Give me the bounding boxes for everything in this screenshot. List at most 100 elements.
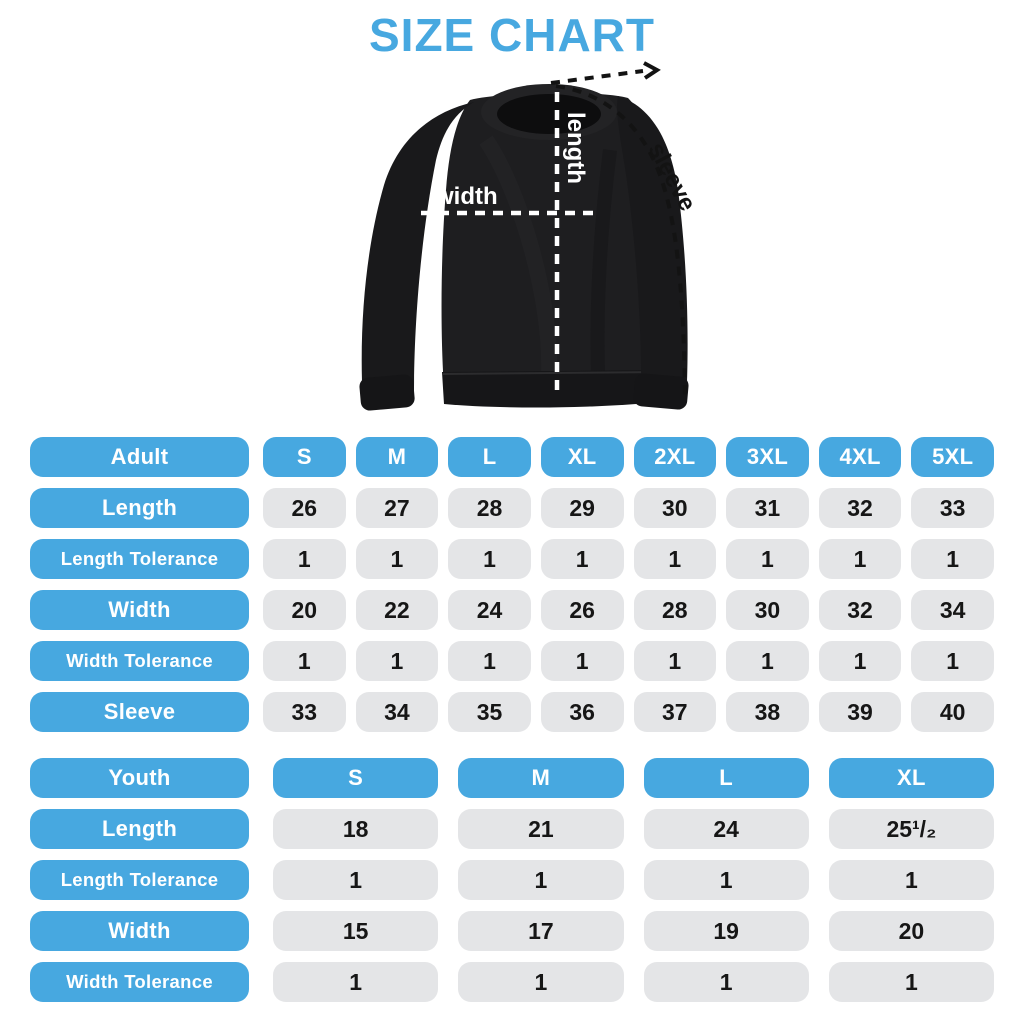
value-cell: 35 — [448, 692, 531, 732]
row-label-cell: Length Tolerance — [30, 860, 249, 900]
table-row: Width Tolerance 1 1 1 1 — [30, 962, 994, 1002]
page-title: SIZE CHART — [369, 9, 655, 61]
value-cell: 1 — [263, 641, 346, 681]
value-cell: 1 — [355, 641, 439, 681]
value-cell: 34 — [911, 590, 994, 630]
youth-size-table: Youth S M L XL Length 18 21 24 25¹/₂ Length Tolera… — [30, 758, 994, 1013]
value-cell: 39 — [818, 692, 902, 732]
row-label-cell: Length — [30, 488, 249, 528]
row-label-cell: Length — [30, 809, 249, 849]
value-cell: 1 — [633, 641, 717, 681]
value-cell: 33 — [911, 488, 994, 528]
size-header-cell: L — [448, 437, 531, 477]
value-cell: 32 — [818, 488, 902, 528]
value-cell: 1 — [633, 539, 717, 579]
value-cell: 32 — [818, 590, 902, 630]
value-cell: 1 — [828, 962, 994, 1002]
value-cell: 1 — [263, 539, 346, 579]
table-title-cell: Adult — [30, 437, 249, 477]
value-cell: 1 — [273, 962, 439, 1002]
size-header-cell: XL — [540, 437, 624, 477]
value-cell: 19 — [643, 911, 809, 951]
value-cell: 28 — [448, 488, 531, 528]
value-cell: 26 — [263, 488, 346, 528]
value-cell: 25¹/₂ — [828, 809, 994, 849]
value-cell: 21 — [458, 809, 624, 849]
value-cell: 1 — [726, 539, 809, 579]
size-header-cell: M — [458, 758, 624, 798]
value-cell: 34 — [355, 692, 439, 732]
value-cell: 1 — [726, 641, 809, 681]
row-label-cell: Width Tolerance — [30, 641, 249, 681]
row-label-cell: Length Tolerance — [30, 539, 249, 579]
size-header-cell: 4XL — [818, 437, 902, 477]
size-header-cell: M — [355, 437, 439, 477]
width-label: width — [434, 183, 498, 210]
table-row: Width Tolerance 1 1 1 1 1 1 1 1 — [30, 641, 994, 681]
table-row: Width 15 17 19 20 — [30, 911, 994, 951]
value-cell: 1 — [458, 860, 624, 900]
value-cell: 27 — [355, 488, 439, 528]
length-label: length — [562, 112, 589, 184]
value-cell: 17 — [458, 911, 624, 951]
value-cell: 1 — [540, 539, 624, 579]
value-cell: 24 — [448, 590, 531, 630]
row-label-cell: Width Tolerance — [30, 962, 249, 1002]
value-cell: 1 — [355, 539, 439, 579]
value-cell: 1 — [448, 641, 531, 681]
value-cell: 24 — [643, 809, 809, 849]
value-cell: 1 — [911, 641, 994, 681]
value-cell: 20 — [263, 590, 346, 630]
value-cell: 26 — [540, 590, 624, 630]
value-cell: 28 — [633, 590, 717, 630]
size-header-cell: S — [273, 758, 439, 798]
value-cell: 1 — [818, 539, 902, 579]
value-cell: 30 — [726, 590, 809, 630]
value-cell: 1 — [448, 539, 531, 579]
table-title-cell: Youth — [30, 758, 249, 798]
table-row: Sleeve 33 34 35 36 37 38 39 40 — [30, 692, 994, 732]
value-cell: 1 — [273, 860, 439, 900]
value-cell: 37 — [633, 692, 717, 732]
row-label-cell: Width — [30, 911, 249, 951]
table-row: Length Tolerance 1 1 1 1 1 1 1 1 — [30, 539, 994, 579]
size-header-cell: L — [643, 758, 809, 798]
sleeve-measure-line — [555, 84, 687, 402]
table-row: Length 18 21 24 25¹/₂ — [30, 809, 994, 849]
value-cell: 1 — [828, 860, 994, 900]
value-cell: 1 — [458, 962, 624, 1002]
size-header-cell: 5XL — [911, 437, 994, 477]
value-cell: 33 — [263, 692, 346, 732]
table-row: Length Tolerance 1 1 1 1 — [30, 860, 994, 900]
row-label-cell: Sleeve — [30, 692, 249, 732]
value-cell: 20 — [828, 911, 994, 951]
table-row: Length 26 27 28 29 30 31 32 33 — [30, 488, 994, 528]
size-header-cell: XL — [828, 758, 994, 798]
size-header-cell: 3XL — [726, 437, 809, 477]
value-cell: 1 — [818, 641, 902, 681]
collar-arrow-line — [550, 69, 644, 85]
row-label-cell: Width — [30, 590, 249, 630]
table-row: Adult S M L XL 2XL 3XL 4XL 5XL — [30, 437, 994, 477]
sweatshirt-illustration — [359, 84, 689, 411]
value-cell: 1 — [540, 641, 624, 681]
table-row: Width 20 22 24 26 28 30 32 34 — [30, 590, 994, 630]
table-row: Youth S M L XL — [30, 758, 994, 798]
adult-size-table: Adult S M L XL 2XL 3XL 4XL 5XL Length 26 27 28 29 30 31… — [30, 437, 994, 743]
value-cell: 1 — [911, 539, 994, 579]
value-cell: 18 — [273, 809, 439, 849]
value-cell: 15 — [273, 911, 439, 951]
size-header-cell: S — [263, 437, 346, 477]
value-cell: 22 — [355, 590, 439, 630]
value-cell: 1 — [643, 962, 809, 1002]
value-cell: 40 — [911, 692, 994, 732]
value-cell: 30 — [633, 488, 717, 528]
size-header-cell: 2XL — [633, 437, 717, 477]
value-cell: 38 — [726, 692, 809, 732]
arrow-head-icon — [643, 61, 661, 80]
value-cell: 31 — [726, 488, 809, 528]
value-cell: 29 — [540, 488, 624, 528]
value-cell: 1 — [643, 860, 809, 900]
value-cell: 36 — [540, 692, 624, 732]
sweatshirt-diagram: width length sleeve — [359, 61, 701, 411]
